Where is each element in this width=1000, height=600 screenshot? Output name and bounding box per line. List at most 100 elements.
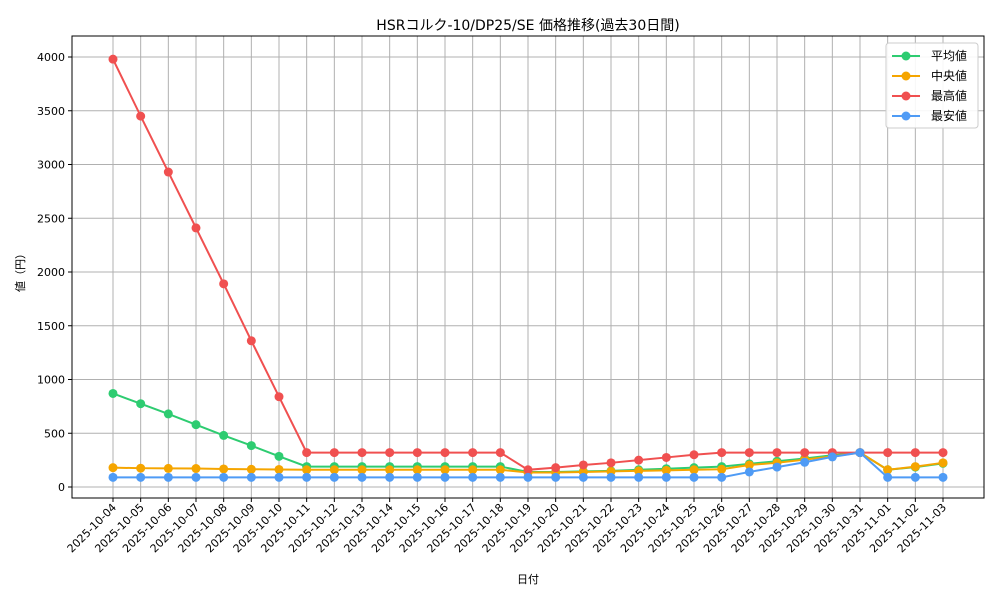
data-point [883,448,893,458]
data-point [219,279,229,289]
data-point [523,465,533,475]
legend-marker-icon [901,71,911,81]
data-point [938,448,948,458]
data-point [495,465,505,475]
data-point [910,462,920,472]
data-point [385,448,395,458]
data-point [302,448,312,458]
data-point [523,472,533,482]
legend-label: 最高値 [931,88,967,103]
data-point [163,463,173,473]
data-point [219,430,229,440]
y-axis-label: 値（円） [14,248,27,292]
data-point [468,465,478,475]
chart-title: HSRコルク-10/DP25/SE 価格推移(過去30日間) [376,18,679,34]
y-tick-label: 2000 [37,266,65,279]
data-point [108,463,118,473]
data-point [938,458,948,468]
legend-marker-icon [901,91,911,101]
data-point [744,467,754,477]
data-point [357,465,367,475]
data-point [246,472,256,482]
data-series [108,54,948,482]
data-point [772,448,782,458]
data-point [938,472,948,482]
data-point [246,464,256,474]
x-axis-label: 日付 [517,573,539,586]
data-point [108,388,118,398]
data-point [468,448,478,458]
x-axis-ticks: 2025-10-042025-10-052025-10-062025-10-07… [65,498,949,555]
data-point [827,452,837,462]
data-point [717,472,727,482]
grid-lines [72,36,984,498]
data-point [163,472,173,482]
data-point [136,463,146,473]
legend-marker-icon [901,51,911,61]
y-tick-label: 3500 [37,105,65,118]
data-point [302,465,312,475]
data-point [606,472,616,482]
data-point [136,111,146,121]
y-tick-label: 1000 [37,374,65,387]
data-point [385,465,395,475]
series-line [108,54,948,475]
data-point [357,448,367,458]
data-point [274,472,284,482]
data-point [689,465,699,475]
data-point [329,472,339,482]
data-point [440,465,450,475]
data-point [219,464,229,474]
data-point [717,448,727,458]
data-point [108,54,118,64]
legend-label: 最安値 [931,108,967,123]
data-point [661,465,671,475]
data-point [468,472,478,482]
data-point [440,448,450,458]
legend-box [885,42,979,129]
y-tick-label: 3000 [37,159,65,172]
data-point [136,472,146,482]
data-point [606,458,616,468]
data-point [744,460,754,470]
data-point [191,420,201,430]
y-tick-label: 2500 [37,212,65,225]
data-point [246,336,256,346]
y-tick-label: 0 [58,481,65,494]
data-point [163,167,173,177]
data-point [578,460,588,470]
legend-entry: 中央値 [892,68,967,83]
y-axis-ticks: 0 500 1000 1500 2000 2500 3000 3500 4000 [37,51,72,494]
data-point [412,472,422,482]
series-line [108,448,948,482]
data-point [329,448,339,458]
legend-entry: 最安値 [892,108,967,123]
data-point [772,462,782,472]
data-point [661,452,671,462]
data-point [578,472,588,482]
data-point [634,466,644,476]
data-point [744,448,754,458]
data-point [412,465,422,475]
legend-marker-icon [901,111,911,121]
data-point [800,448,810,458]
data-point [274,451,284,461]
data-point [412,448,422,458]
data-point [495,448,505,458]
legend-entry: 平均値 [892,48,967,63]
data-point [634,455,644,465]
data-point [689,450,699,460]
data-point [551,463,561,473]
data-point [108,472,118,482]
y-tick-label: 1500 [37,320,65,333]
data-point [883,472,893,482]
data-point [274,392,284,402]
data-point [136,399,146,409]
data-point [385,472,395,482]
y-tick-label: 4000 [37,51,65,64]
data-point [855,448,865,458]
y-tick-label: 500 [44,427,65,440]
legend-label: 中央値 [931,68,967,83]
